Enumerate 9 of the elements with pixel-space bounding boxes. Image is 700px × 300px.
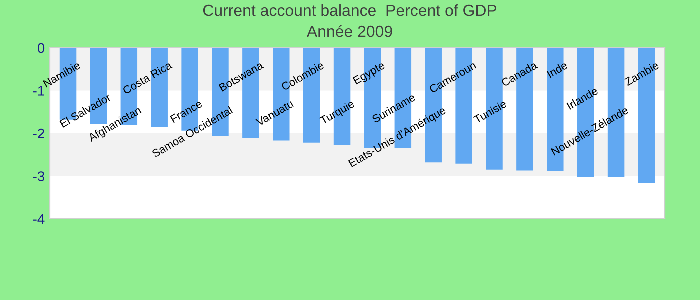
y-tick-label: -3 (33, 172, 45, 182)
x-tick-label: Inde (546, 61, 568, 78)
x-tick-label: Costa Rica (122, 60, 173, 95)
y-tick-label: 0 (38, 43, 45, 54)
y-tick-label: -1 (33, 86, 44, 96)
chart-title: Current account balance Percent of GDP (203, 4, 497, 16)
y-tick-label: -4 (33, 214, 45, 224)
chart-subtitle: Année 2009 (306, 25, 392, 38)
y-tick-label: -2 (33, 128, 44, 139)
